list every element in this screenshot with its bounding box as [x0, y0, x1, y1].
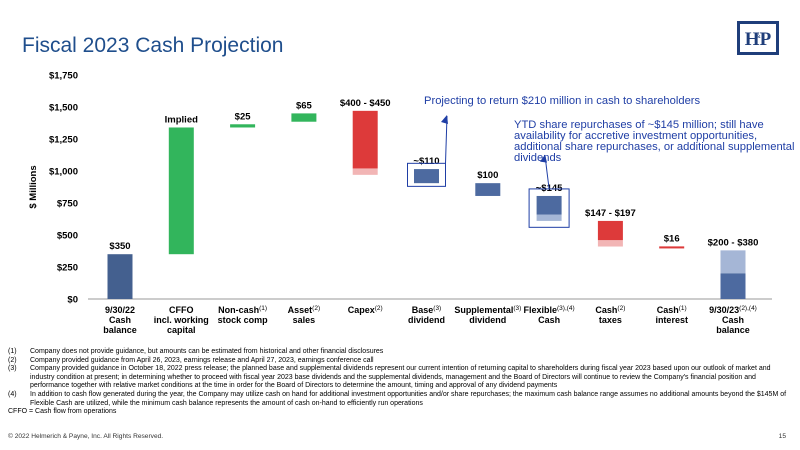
data-label: $350	[109, 241, 130, 252]
data-label: $25	[235, 111, 252, 122]
footnote: (3) Company provided guidance in October …	[8, 365, 788, 391]
y-tick-label: $1,500	[49, 103, 78, 114]
bar	[659, 246, 685, 249]
category-label: capital	[167, 325, 196, 335]
bar	[475, 183, 501, 196]
y-axis-title: $ Millions	[28, 165, 39, 208]
footnote-text: Company provided guidance in October 18,…	[30, 365, 771, 390]
data-label: ~$110	[413, 156, 439, 167]
category-label: Base(3)	[412, 305, 441, 315]
footnote: (2) Company provided guidance from April …	[8, 357, 788, 366]
footnote-number: (4)	[8, 390, 17, 398]
category-label: 9/30/23(2),(4)	[709, 305, 757, 315]
category-label: Supplemental(3)	[454, 305, 521, 315]
footnote-number: (2)	[8, 356, 17, 364]
footnote-text: In addition to cash flow generated durin…	[30, 390, 787, 407]
footnote-text: CFFO = Cash flow from operations	[8, 408, 117, 416]
category-label: CFFO	[169, 305, 194, 315]
bar	[107, 254, 133, 299]
category-label: sales	[293, 315, 316, 325]
footnote-number: (3)	[8, 365, 17, 373]
data-label: Implied	[165, 114, 198, 125]
footnote: (1) Company does not provide guidance, bu…	[8, 348, 788, 357]
y-tick-label: $750	[57, 199, 78, 210]
category-label: balance	[103, 325, 137, 335]
data-label: $65	[296, 100, 313, 111]
callout-arrow-main	[445, 115, 448, 164]
company-logo: HP &	[737, 21, 779, 55]
data-label: $147 - $197	[585, 208, 636, 219]
category-label: interest	[655, 315, 688, 325]
category-label: stock comp	[218, 315, 269, 325]
category-label: Cash(1)	[657, 305, 687, 315]
bar	[168, 127, 194, 255]
category-label: Flexible(3),(4)	[523, 305, 574, 315]
bar-range-segment	[597, 240, 623, 247]
bar	[230, 124, 256, 128]
footnote-number: (1)	[8, 348, 17, 355]
cash-waterfall-chart: $0 $250 $500 $750 $1,000 $1,250 $1,500 $1,750 $ …	[28, 71, 772, 335]
y-tick-label: $250	[57, 263, 78, 274]
category-label: Non-cash(1)	[218, 305, 267, 315]
category-label: incl. working	[154, 315, 209, 325]
data-label: $100	[477, 170, 498, 181]
y-tick-label: $1,000	[49, 167, 78, 178]
annotation-share-repurchases: YTD share repurchases of ~$145 million; …	[514, 119, 795, 164]
bar	[414, 169, 439, 184]
category-label: Cash(2)	[595, 305, 625, 315]
y-tick-label: $0	[67, 295, 78, 306]
category-label: balance	[716, 325, 750, 335]
bar	[597, 220, 623, 241]
footnote-text: Company provided guidance from April 26,…	[30, 356, 374, 364]
y-tick-label: $500	[57, 231, 78, 242]
y-tick-label: $1,750	[49, 71, 78, 82]
arrow-head-icon	[441, 114, 448, 124]
category-label: Cash	[722, 315, 744, 325]
category-label: dividend	[469, 315, 506, 325]
category-label: taxes	[599, 315, 622, 325]
category-label: Cash	[538, 315, 560, 325]
category-label: Capex(2)	[348, 305, 383, 315]
svg-text:HP: HP	[745, 29, 772, 50]
callout-box-base-dividend	[407, 162, 446, 187]
bar	[536, 195, 562, 215]
copyright: © 2022 Helmerich & Payne, Inc. All Right…	[8, 433, 164, 440]
page-title: Fiscal 2023 Cash Projection	[22, 34, 284, 57]
footnotes: (1) Company does not provide guidance, bu…	[8, 348, 788, 417]
bar	[352, 110, 378, 169]
bar-range-segment	[352, 168, 378, 175]
data-label: $200 - $380	[708, 237, 759, 248]
arrow-head-icon	[540, 154, 547, 163]
footnote-text: Company does not provide guidance, but a…	[30, 348, 384, 355]
category-label: dividend	[408, 315, 445, 325]
footnote: (4) In addition to cash flow generated du…	[8, 391, 788, 408]
category-label: Cash	[109, 315, 131, 325]
bar	[291, 113, 317, 122]
category-label: Asset(2)	[288, 305, 320, 315]
data-label: $16	[664, 233, 680, 244]
page-number: 15	[778, 433, 786, 440]
bar-range-segment	[720, 250, 746, 274]
bar-range-segment	[536, 214, 562, 221]
y-tick-label: $1,250	[49, 135, 78, 146]
category-label: 9/30/22	[105, 305, 135, 315]
annotation-return-cash: Projecting to return $210 million in cas…	[424, 95, 701, 107]
footnote: CFFO = Cash flow from operations	[8, 408, 788, 417]
bar	[720, 273, 746, 299]
svg-text:&: &	[755, 32, 761, 40]
data-label: $400 - $450	[340, 98, 391, 109]
